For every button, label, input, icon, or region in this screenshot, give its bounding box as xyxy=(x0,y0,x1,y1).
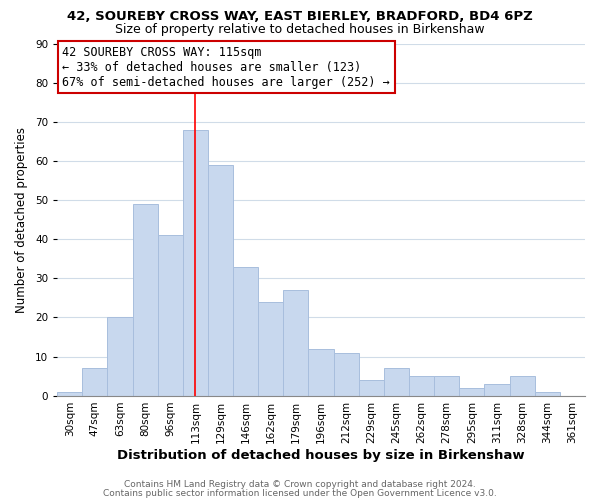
Bar xyxy=(82,368,107,396)
Text: Contains public sector information licensed under the Open Government Licence v3: Contains public sector information licen… xyxy=(103,488,497,498)
Bar xyxy=(57,392,82,396)
Bar xyxy=(158,236,183,396)
Bar xyxy=(308,348,334,396)
Bar xyxy=(460,388,484,396)
Bar xyxy=(384,368,409,396)
Bar xyxy=(258,302,283,396)
Text: Contains HM Land Registry data © Crown copyright and database right 2024.: Contains HM Land Registry data © Crown c… xyxy=(124,480,476,489)
Bar xyxy=(509,376,535,396)
Bar xyxy=(535,392,560,396)
Bar xyxy=(359,380,384,396)
Bar xyxy=(183,130,208,396)
Bar xyxy=(233,266,258,396)
Bar xyxy=(484,384,509,396)
Bar xyxy=(283,290,308,396)
X-axis label: Distribution of detached houses by size in Birkenshaw: Distribution of detached houses by size … xyxy=(117,450,525,462)
Text: 42 SOUREBY CROSS WAY: 115sqm
← 33% of detached houses are smaller (123)
67% of s: 42 SOUREBY CROSS WAY: 115sqm ← 33% of de… xyxy=(62,46,390,89)
Bar xyxy=(409,376,434,396)
Bar xyxy=(208,165,233,396)
Text: 42, SOUREBY CROSS WAY, EAST BIERLEY, BRADFORD, BD4 6PZ: 42, SOUREBY CROSS WAY, EAST BIERLEY, BRA… xyxy=(67,10,533,23)
Bar xyxy=(107,318,133,396)
Bar xyxy=(434,376,460,396)
Bar xyxy=(133,204,158,396)
Text: Size of property relative to detached houses in Birkenshaw: Size of property relative to detached ho… xyxy=(115,22,485,36)
Bar xyxy=(334,352,359,396)
Y-axis label: Number of detached properties: Number of detached properties xyxy=(15,127,28,313)
